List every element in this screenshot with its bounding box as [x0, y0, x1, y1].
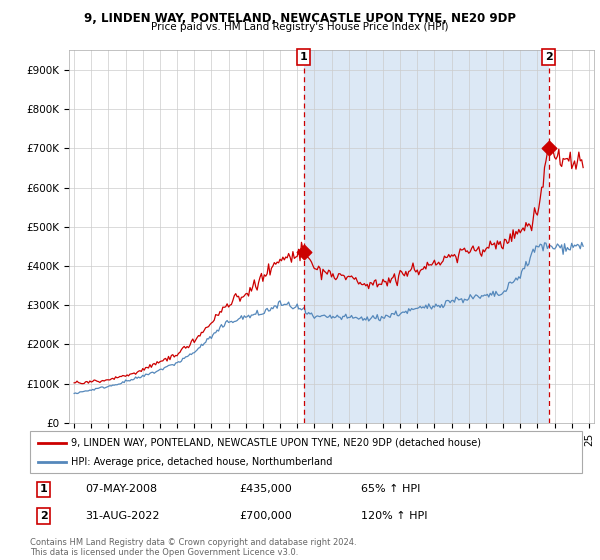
Text: This data is licensed under the Open Government Licence v3.0.: This data is licensed under the Open Gov… — [30, 548, 298, 557]
Text: £700,000: £700,000 — [240, 511, 293, 521]
Text: 31-AUG-2022: 31-AUG-2022 — [85, 511, 160, 521]
Text: Contains HM Land Registry data © Crown copyright and database right 2024.: Contains HM Land Registry data © Crown c… — [30, 538, 356, 547]
Text: HPI: Average price, detached house, Northumberland: HPI: Average price, detached house, Nort… — [71, 457, 333, 467]
Text: 9, LINDEN WAY, PONTELAND, NEWCASTLE UPON TYNE, NE20 9DP: 9, LINDEN WAY, PONTELAND, NEWCASTLE UPON… — [84, 12, 516, 25]
Text: 2: 2 — [40, 511, 47, 521]
Text: 9, LINDEN WAY, PONTELAND, NEWCASTLE UPON TYNE, NE20 9DP (detached house): 9, LINDEN WAY, PONTELAND, NEWCASTLE UPON… — [71, 437, 481, 447]
FancyBboxPatch shape — [30, 431, 582, 473]
Text: 1: 1 — [299, 52, 307, 62]
Text: 2: 2 — [545, 52, 553, 62]
Bar — [304, 50, 549, 423]
Point — [544, 144, 554, 153]
Point — [299, 248, 308, 257]
Text: 07-MAY-2008: 07-MAY-2008 — [85, 484, 157, 494]
Text: 1: 1 — [40, 484, 47, 494]
Text: Price paid vs. HM Land Registry's House Price Index (HPI): Price paid vs. HM Land Registry's House … — [151, 22, 449, 32]
Text: £435,000: £435,000 — [240, 484, 293, 494]
Text: 120% ↑ HPI: 120% ↑ HPI — [361, 511, 428, 521]
Text: 65% ↑ HPI: 65% ↑ HPI — [361, 484, 421, 494]
